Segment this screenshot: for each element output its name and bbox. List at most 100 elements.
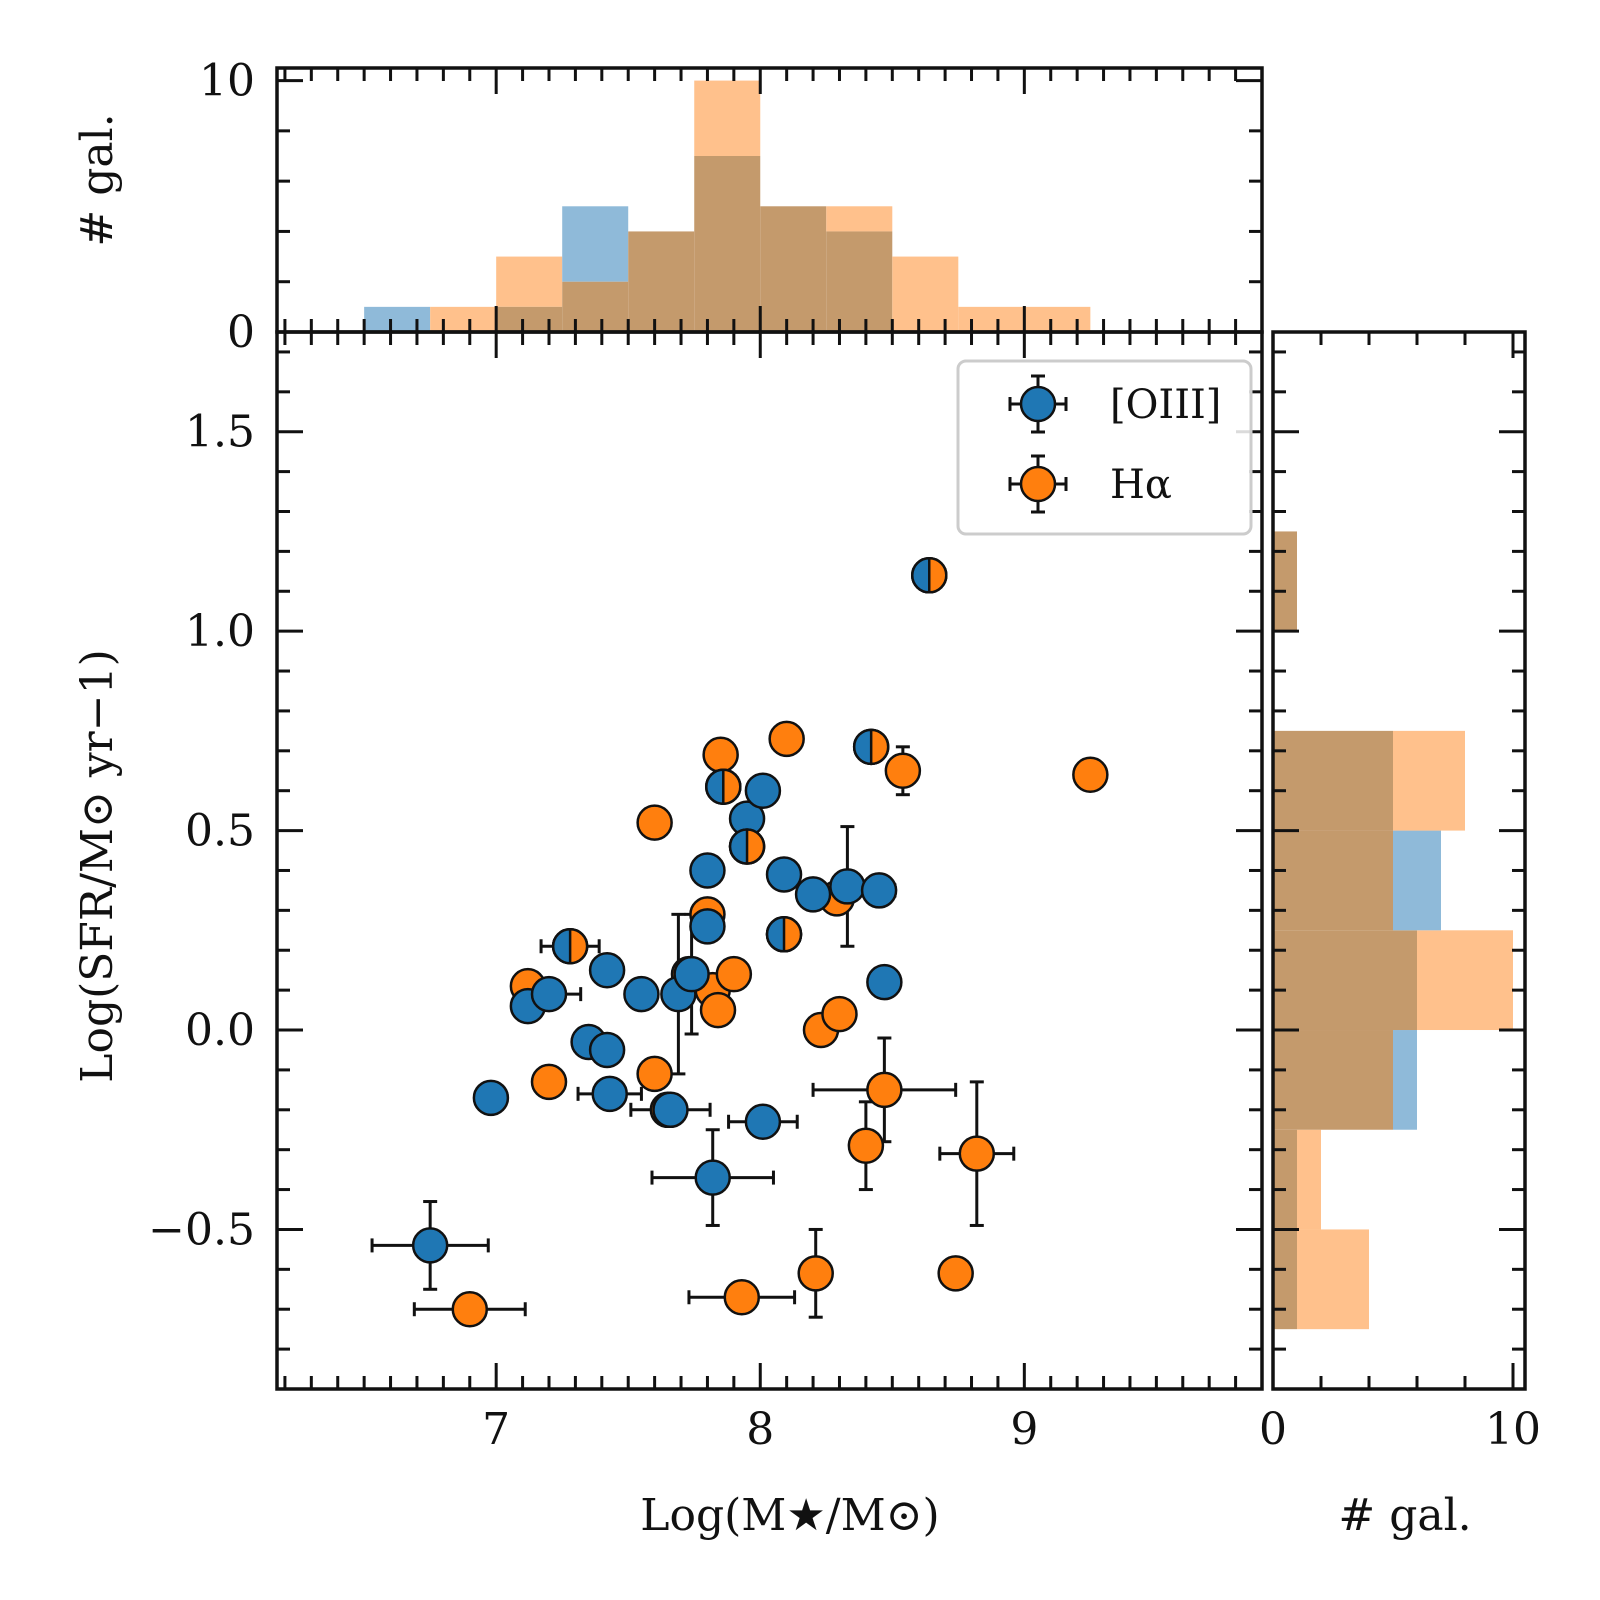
oiii-point-0 bbox=[411, 1227, 449, 1264]
top-histogram bbox=[364, 80, 1091, 332]
right-hist-frame bbox=[1271, 330, 1527, 1391]
top-hist-bar-overlap-3 bbox=[562, 281, 629, 332]
axes-frames bbox=[275, 66, 1527, 1391]
right-hist-bar-halpha-1 bbox=[1297, 1129, 1321, 1230]
top-hist-bar-overlap-2 bbox=[496, 306, 563, 332]
oiii-point-7 bbox=[588, 951, 626, 989]
shared-point-outline-28 bbox=[911, 557, 948, 594]
top-hist-bar-halpha-5 bbox=[694, 80, 761, 156]
y-tick-label-0: −0.5 bbox=[148, 1204, 255, 1255]
top-hist-bar-halpha-1 bbox=[430, 306, 497, 332]
shared-point-25 bbox=[852, 728, 890, 766]
oiii-point-26 bbox=[860, 872, 898, 909]
shared-point-right-half-25 bbox=[871, 729, 889, 764]
x-axis-label: Log(M★/M⊙) bbox=[640, 1490, 939, 1541]
legend-marker-oiii bbox=[1008, 374, 1068, 434]
halpha-point-13 bbox=[715, 955, 753, 993]
oiii-point-15 bbox=[694, 1159, 731, 1196]
halpha-point-27 bbox=[937, 1255, 974, 1292]
halpha-point-21 bbox=[821, 995, 858, 1033]
halpha-point-25 bbox=[884, 752, 922, 790]
tick-labels: 7 8 9 −0.5 0.0 0.5 1.0 1.5 0 10 0 10 bbox=[148, 56, 1541, 1455]
top-hist-bar-halpha-9 bbox=[958, 306, 1025, 332]
error-bars bbox=[370, 745, 1016, 1319]
oiii-point-14 bbox=[689, 908, 726, 945]
shared-point-right-half-4 bbox=[570, 929, 588, 964]
oiii-point-23 bbox=[794, 876, 832, 913]
shared-point-outline-16 bbox=[705, 768, 742, 805]
oiii-point-9 bbox=[623, 975, 660, 1013]
halpha-point-22 bbox=[847, 1127, 885, 1164]
shared-point-4 bbox=[551, 928, 589, 965]
top-hist-frame bbox=[275, 66, 1264, 334]
right-hist-bar-overlap-3 bbox=[1273, 930, 1417, 1031]
shared-point-outline-4 bbox=[551, 928, 589, 965]
top-hist-bar-halpha-10 bbox=[1024, 306, 1091, 332]
scatter-points bbox=[411, 557, 1109, 1328]
oiii-point-8 bbox=[591, 1075, 628, 1113]
y-axis-label: Log(SFR/M⊙ yr−1) bbox=[72, 649, 123, 1083]
y-tick-label-3: 1.0 bbox=[185, 606, 255, 657]
right-hist-bar-overlap-1 bbox=[1273, 1129, 1297, 1230]
shared-point-left-half-28 bbox=[912, 558, 930, 593]
oiii-point-21 bbox=[765, 856, 803, 893]
right-hist-bar-oiii-4 bbox=[1393, 830, 1441, 931]
oiii-point-13 bbox=[689, 852, 726, 889]
shared-point-28 bbox=[911, 557, 948, 594]
halpha-point-29 bbox=[1072, 756, 1109, 793]
top-hist-bar-halpha-2 bbox=[496, 256, 563, 307]
shared-point-left-half-25 bbox=[854, 729, 872, 764]
top-hist-bar-overlap-5 bbox=[694, 156, 761, 332]
halpha-point-28 bbox=[958, 1135, 996, 1172]
top-hist-bar-oiii-3 bbox=[562, 206, 629, 282]
shared-point-outline-22 bbox=[765, 916, 803, 953]
shared-point-18 bbox=[728, 828, 766, 865]
shared-point-right-half-22 bbox=[784, 917, 802, 952]
shared-point-outline-25 bbox=[852, 728, 890, 766]
legend-dot bbox=[1019, 385, 1057, 423]
shared-point-left-half-22 bbox=[767, 917, 785, 952]
y-tick-label-1: 0.0 bbox=[185, 1005, 255, 1056]
right-hist-x-tick-label-1: 10 bbox=[1485, 1404, 1541, 1455]
shared-point-outline-18 bbox=[728, 828, 766, 865]
shared-point-right-half-16 bbox=[723, 769, 741, 804]
right-hist-bar-overlap-5 bbox=[1273, 730, 1393, 831]
right-hist-bar-halpha-5 bbox=[1393, 730, 1465, 831]
y-tick-label-2: 0.5 bbox=[185, 806, 255, 857]
x-tick-label-2: 9 bbox=[1010, 1404, 1038, 1455]
legend-marker-halpha bbox=[1008, 454, 1068, 514]
shared-point-right-half-18 bbox=[747, 829, 765, 864]
halpha-point-24 bbox=[866, 1071, 903, 1109]
axis-ticks bbox=[277, 68, 1525, 1391]
right-hist-bar-overlap-0 bbox=[1273, 1229, 1297, 1330]
right-hist-bar-oiii-2 bbox=[1393, 1030, 1417, 1130]
halpha-point-14 bbox=[723, 1279, 761, 1316]
x-tick-label-1: 8 bbox=[746, 1404, 774, 1455]
shared-point-22 bbox=[765, 916, 803, 953]
oiii-point-27 bbox=[866, 963, 903, 1001]
top-hist-bar-overlap-6 bbox=[760, 206, 827, 332]
halpha-point-4 bbox=[636, 1055, 673, 1093]
oiii-point-3 bbox=[530, 975, 568, 1013]
y-tick-label-4: 1.5 bbox=[185, 407, 255, 458]
right-hist-x-label: # gal. bbox=[1338, 1490, 1471, 1541]
halpha-point-2 bbox=[530, 1063, 568, 1101]
top-hist-y-label: # gal. bbox=[72, 113, 123, 246]
legend-label-oiii: [OIII] bbox=[1110, 382, 1221, 428]
top-hist-y-tick-label-0: 0 bbox=[227, 307, 255, 358]
oiii-point-10 bbox=[652, 1091, 689, 1129]
right-hist-bar-halpha-0 bbox=[1297, 1229, 1369, 1330]
x-tick-label-0: 7 bbox=[482, 1404, 510, 1455]
right-hist-bar-halpha-3 bbox=[1417, 930, 1513, 1031]
legend-dot bbox=[1019, 465, 1057, 503]
shared-point-left-half-4 bbox=[553, 929, 571, 964]
right-hist-x-tick-label-0: 0 bbox=[1259, 1404, 1287, 1455]
halpha-point-5 bbox=[636, 804, 673, 841]
top-hist-bar-oiii-0 bbox=[364, 306, 431, 332]
right-hist-bar-overlap-7 bbox=[1273, 531, 1297, 632]
shared-point-left-half-18 bbox=[730, 829, 748, 864]
oiii-point-6 bbox=[588, 1031, 626, 1069]
oiii-point-1 bbox=[472, 1079, 510, 1117]
halpha-point-11 bbox=[702, 736, 739, 774]
